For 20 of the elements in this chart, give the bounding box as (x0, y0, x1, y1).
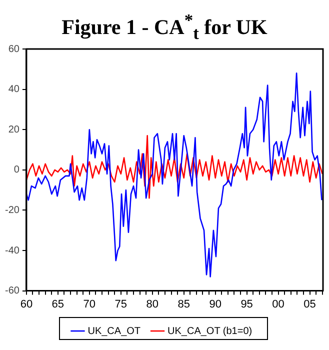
x-tick-label: 65 (52, 298, 64, 310)
y-tick-label: -40 (5, 245, 20, 256)
y-tick-label: 0 (14, 164, 20, 176)
y-tick-label: -60 (5, 286, 20, 297)
x-tick-label: 95 (240, 298, 253, 310)
y-tick-label: 40 (8, 84, 20, 96)
chart-title: Figure 1 - CA$^{*}$$_{t}$ for UK (60, 9, 268, 44)
x-tick-label: 85 (178, 298, 190, 310)
x-tick-label: 05 (304, 298, 316, 310)
x-tick-label: 75 (114, 298, 128, 310)
x-tick-label: 80 (146, 298, 158, 310)
x-tick-label: 00 (272, 298, 284, 310)
y-tick-label: -20 (5, 204, 20, 216)
y-tick-label: 20 (8, 124, 20, 136)
x-tick-label: 60 (20, 298, 33, 310)
x-tick-label: 70 (83, 298, 96, 310)
x-tick-label: 90 (209, 298, 222, 310)
y-tick-label: 60 (8, 44, 20, 55)
legend-label: UK_CA_OT (88, 326, 141, 337)
legend-label: UK_CA_OT (b1=0) (168, 326, 252, 337)
